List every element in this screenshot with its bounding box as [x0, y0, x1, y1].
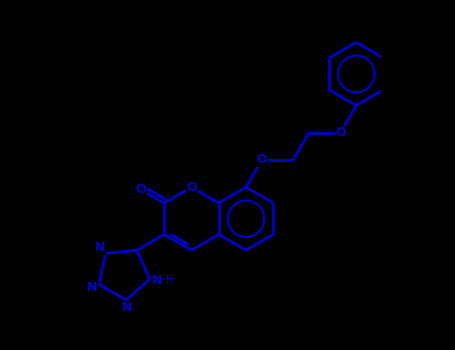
Text: O: O [335, 126, 346, 139]
Text: O: O [136, 183, 147, 196]
Text: O: O [257, 153, 267, 167]
Text: N: N [86, 281, 97, 294]
Text: N: N [152, 274, 162, 287]
Text: O: O [186, 181, 197, 194]
Text: H: H [167, 275, 174, 285]
Text: N: N [122, 301, 132, 314]
Text: N: N [95, 241, 106, 254]
